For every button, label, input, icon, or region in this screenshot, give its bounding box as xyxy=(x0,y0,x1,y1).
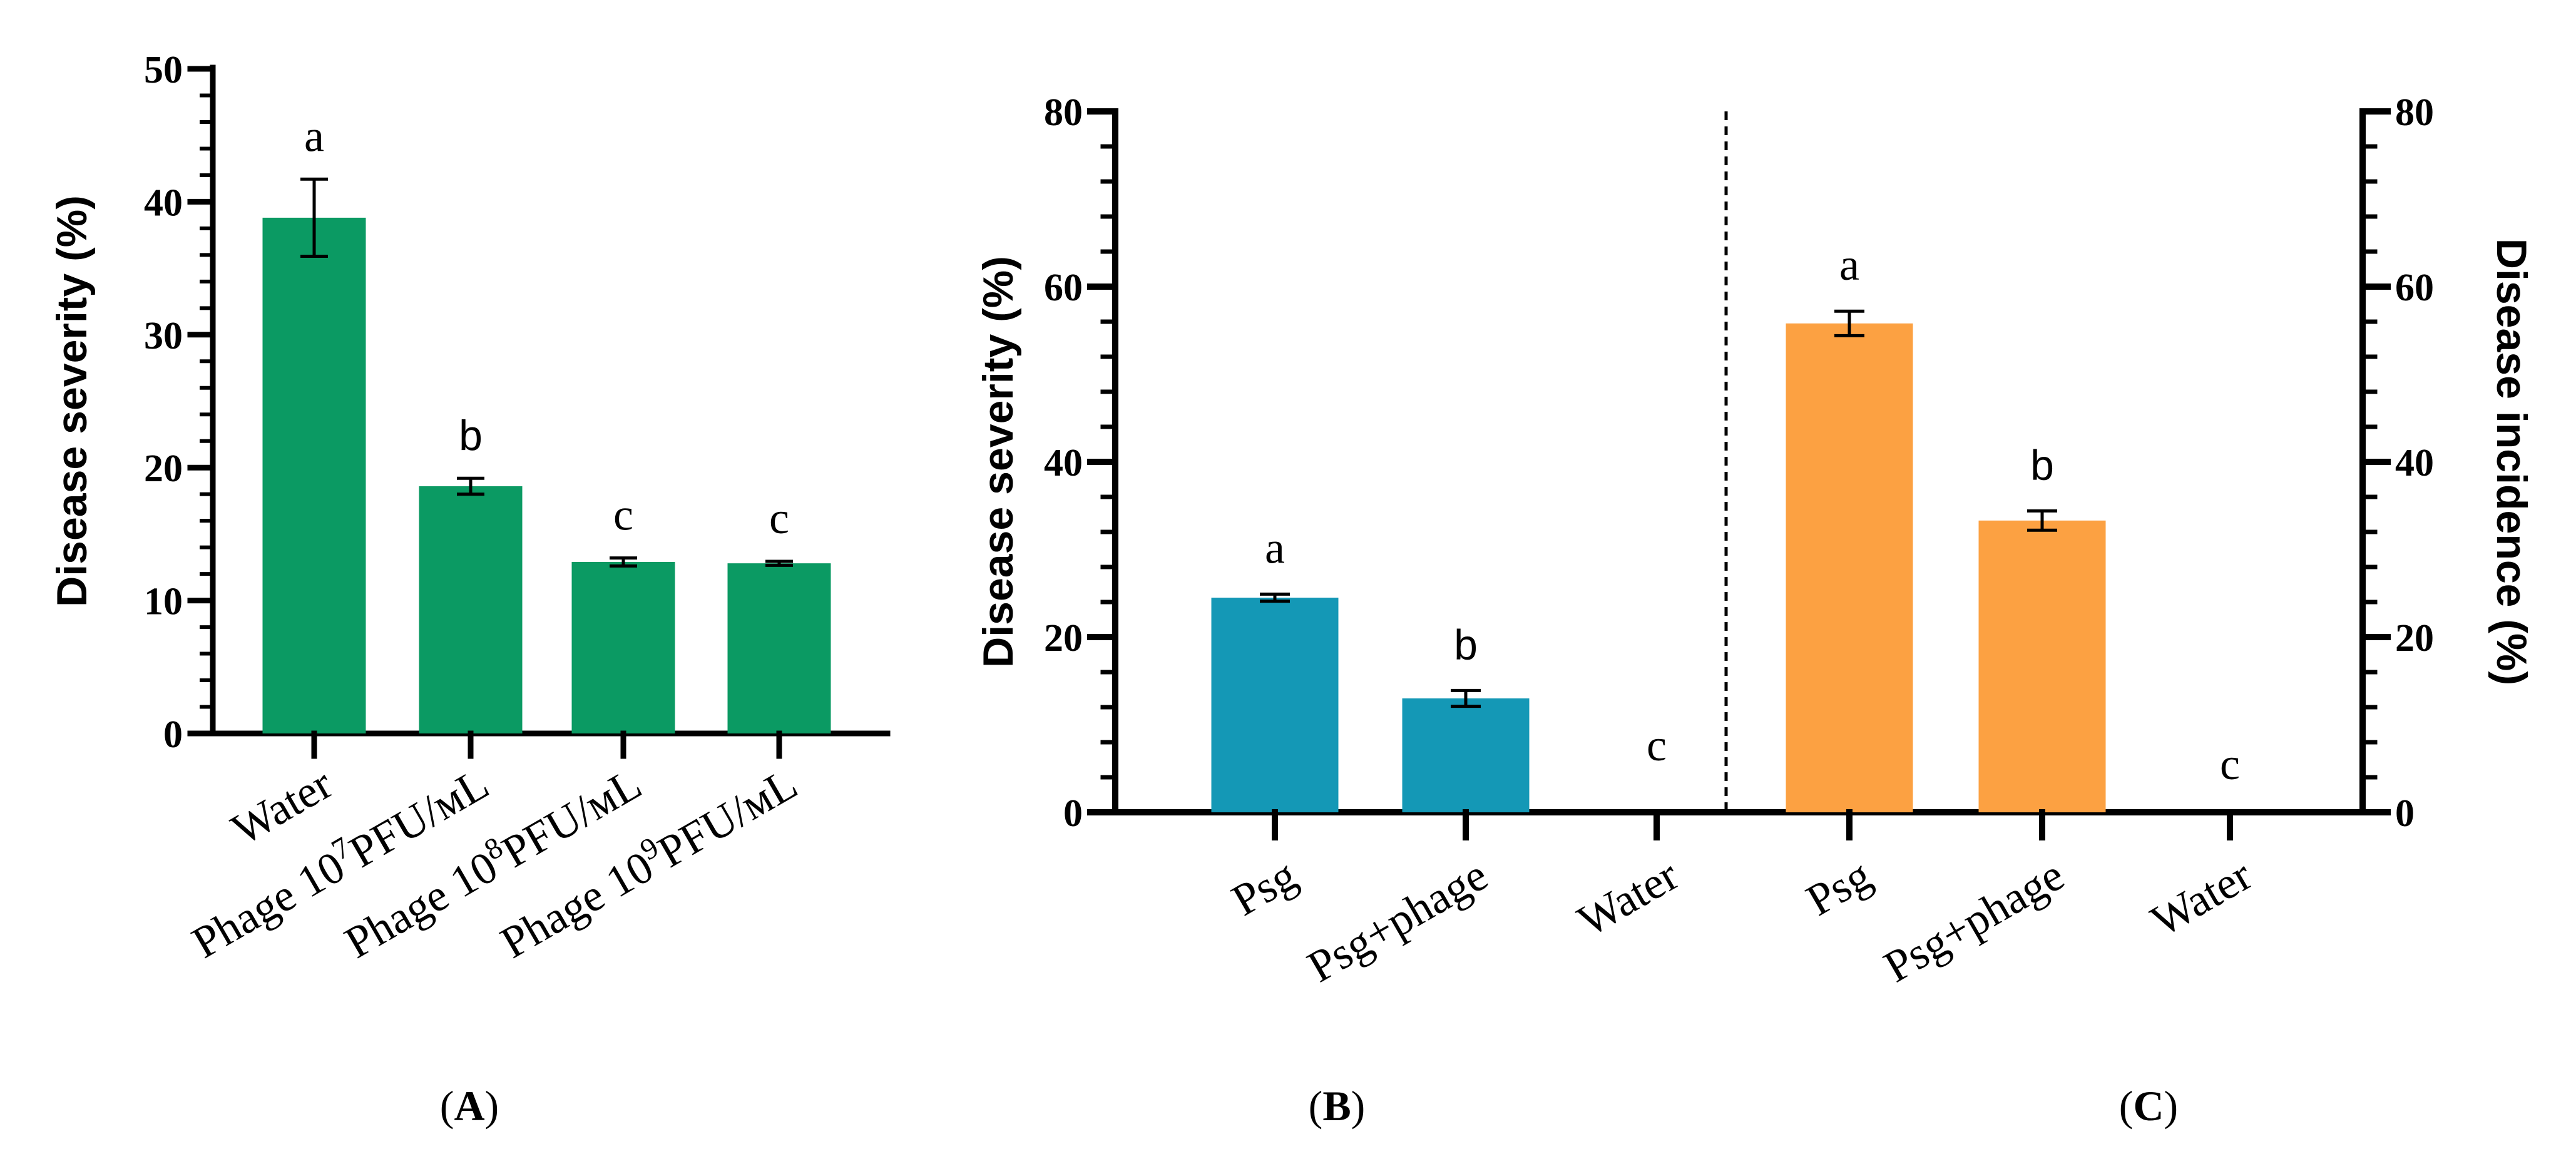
panel-label-c: (C) xyxy=(2119,1082,2178,1130)
significance-letter-c: a xyxy=(1839,240,1859,290)
y-tick-label-c: 80 xyxy=(2395,91,2434,134)
y-tick-label-a: 30 xyxy=(144,315,183,357)
significance-letter-c: c xyxy=(2220,739,2240,789)
y-tick-label-b: 40 xyxy=(1044,442,1083,484)
category-label-c: Water xyxy=(2143,850,2260,946)
category-label-b: Psg+phage xyxy=(1299,850,1496,993)
y-tick-label-c: 20 xyxy=(2395,617,2434,660)
y-tick-label-c: 60 xyxy=(2395,267,2434,309)
bar-a xyxy=(727,563,831,733)
bar-a xyxy=(262,217,366,733)
y-axis-label-a: Disease severity (%) xyxy=(48,195,96,607)
y-tick-label-c: 40 xyxy=(2395,442,2434,484)
category-label-b: Water xyxy=(1570,850,1687,946)
y-axis-label-c: Disease incidence (%) xyxy=(2488,238,2535,685)
significance-letter-b: b xyxy=(1454,621,1478,668)
bar-c xyxy=(1786,323,1913,812)
category-label-c: Psg xyxy=(1798,850,1879,926)
category-label-a: Water xyxy=(223,758,340,855)
y-tick-label-a: 50 xyxy=(144,49,183,91)
significance-letter-a: c xyxy=(769,493,789,543)
significance-letter-c: b xyxy=(2030,441,2054,489)
y-tick-label-b: 80 xyxy=(1044,91,1083,134)
significance-letter-a: c xyxy=(613,490,633,540)
y-tick-label-b: 0 xyxy=(1063,792,1083,835)
y-tick-label-a: 20 xyxy=(144,447,183,490)
y-tick-label-b: 20 xyxy=(1044,617,1083,660)
bar-a xyxy=(419,486,523,733)
bar-b xyxy=(1402,698,1530,812)
bar-a xyxy=(571,562,675,733)
significance-letter-a: a xyxy=(304,111,324,161)
y-tick-label-a: 10 xyxy=(144,581,183,623)
significance-letter-b: c xyxy=(1647,720,1667,770)
significance-letter-b: a xyxy=(1265,523,1285,573)
y-axis-label-b: Disease severity (%) xyxy=(974,256,1022,668)
y-tick-label-b: 60 xyxy=(1044,267,1083,309)
bar-b xyxy=(1211,598,1339,812)
y-tick-label-a: 0 xyxy=(163,713,183,756)
y-tick-label-a: 40 xyxy=(144,181,183,224)
panel-label-b: (B) xyxy=(1309,1082,1366,1130)
category-label-b: Psg xyxy=(1224,850,1305,926)
chart-b-c: 0 20 40 60 80 0 20 40 60 80 Disease severity (%) Di… xyxy=(974,91,2535,992)
panel-label-a: (A) xyxy=(440,1082,499,1130)
significance-letter-a: b xyxy=(459,412,483,459)
bar-c xyxy=(1978,520,2106,812)
y-tick-label-c: 0 xyxy=(2395,792,2415,835)
category-label-c: Psg+phage xyxy=(1876,850,2072,993)
